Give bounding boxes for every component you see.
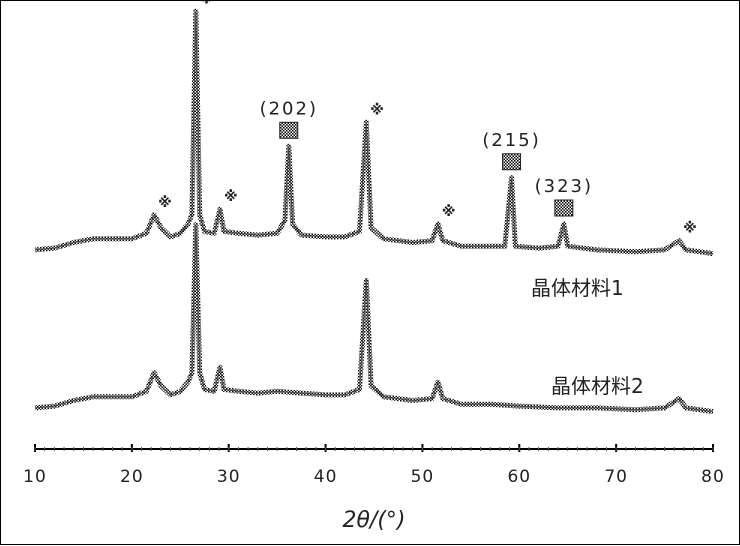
hkl-label: (323) [535,176,593,197]
star-peak-marker: ※ [158,195,172,211]
annotation-layer: ※ ※ ※ ※ ※ ※ (202) (215) (323) [158,1,697,237]
star-peak-marker: ※ [683,221,697,237]
star-peak-marker: ※ [200,1,214,7]
x-tick-label-70: 70 [604,467,628,487]
x-tick-label-80: 80 [701,467,725,487]
x-tick-label-60: 60 [507,467,531,487]
x-tick-label-10: 10 [23,467,47,487]
series-line-1 [34,8,714,257]
hkl-marker-box [502,153,522,171]
x-tick-label-30: 30 [217,467,241,487]
hkl-marker-box [554,199,574,217]
series-layer [34,8,714,415]
x-axis: 10 20 30 40 50 60 70 80 [23,444,725,487]
hkl-marker-box [279,121,299,139]
series-label-2: 晶体材料2 [551,374,644,398]
star-peak-marker: ※ [442,204,456,220]
series-core-1 [34,10,714,255]
series-core-2 [34,224,714,413]
x-tick-label-50: 50 [411,467,435,487]
hkl-label: (202) [260,98,318,119]
hkl-label: (215) [482,130,540,151]
x-axis-label: 2θ/(°) [342,508,405,533]
x-tick-label-20: 20 [120,467,144,487]
star-peak-marker: ※ [370,102,384,118]
star-peak-marker: ※ [224,189,238,205]
x-tick-label-40: 40 [314,467,338,487]
series-label-1: 晶体材料1 [531,276,624,300]
